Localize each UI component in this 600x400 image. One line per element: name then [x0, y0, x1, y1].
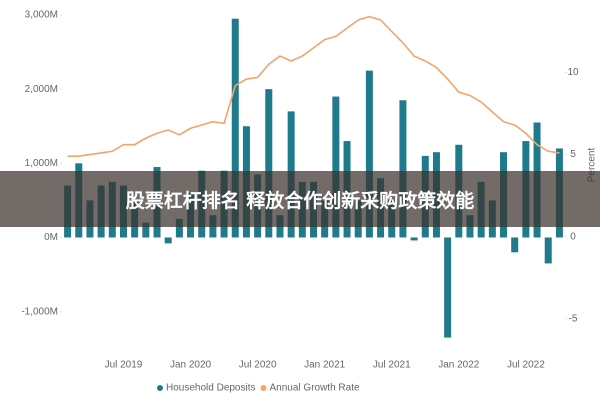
y-tick-label: 1,000M	[25, 158, 58, 169]
y-tick-label: 0M	[44, 232, 58, 243]
x-tick-label: Jul 2019	[105, 360, 143, 371]
bar	[231, 18, 239, 238]
bar	[544, 237, 552, 264]
y2-axis-label: Percent	[587, 148, 598, 183]
bar	[410, 237, 418, 241]
line	[67, 15, 560, 157]
bar	[142, 222, 150, 238]
y-tick-label: 2,000M	[25, 84, 58, 95]
legend-marker	[260, 385, 267, 391]
x-tick-label: Jul 2020	[239, 360, 277, 371]
bar	[164, 237, 172, 244]
y2-tick-label: 0	[570, 231, 576, 242]
y2-tick-label: -5	[569, 313, 578, 324]
bar	[399, 100, 407, 238]
bar	[265, 89, 273, 238]
banner: 股票杠杆排名 释放合作创新采购政策效能	[0, 171, 600, 227]
y2-tick-label: 5	[570, 149, 576, 160]
bar	[444, 237, 452, 338]
legend-label: Annual Growth Rate	[270, 383, 360, 394]
x-tick-label: Jul 2022	[507, 360, 545, 371]
legend-label: Household Deposits	[166, 383, 256, 394]
x-tick-label: Jul 2021	[373, 360, 411, 371]
x-tick-label: Jan 2021	[304, 360, 346, 371]
y2-tick-label: 10	[567, 67, 579, 78]
legend-marker	[157, 385, 163, 391]
bar	[332, 96, 340, 238]
y-tick-label: 3,000M	[25, 10, 58, 21]
bar	[365, 70, 373, 238]
x-tick-label: Jan 2022	[438, 360, 480, 371]
x-tick-label: Jan 2020	[170, 360, 212, 371]
bar	[511, 237, 519, 253]
y-tick-label: -1,000M	[21, 306, 58, 317]
bar	[175, 218, 183, 238]
